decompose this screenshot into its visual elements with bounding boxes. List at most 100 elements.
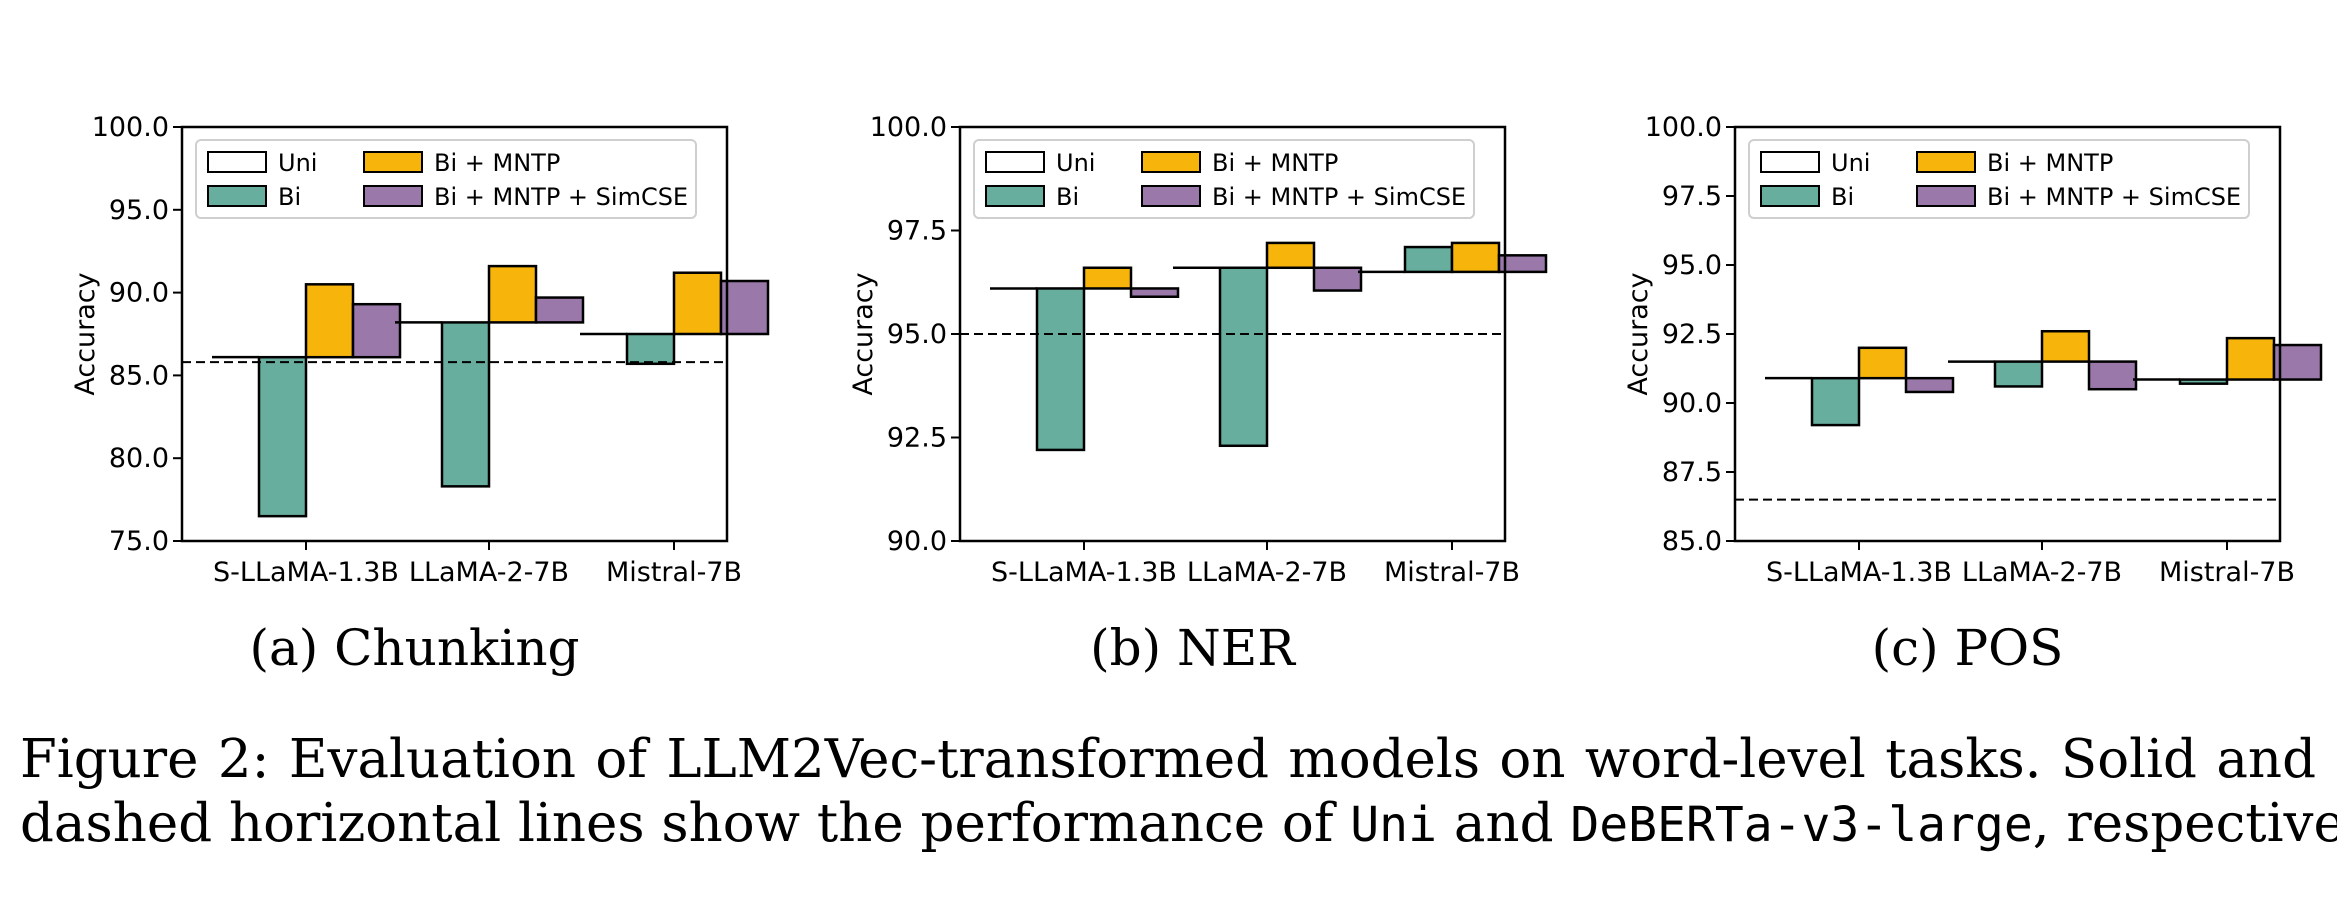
chart-panel-c-pos: 85.0 87.5 90.0 92.5 95.0 97.5 100.0 Accuracy S-L…	[1623, 112, 2323, 677]
caption-line-1: Figure 2: Evaluation of LLM2Vec-transfor…	[20, 729, 2316, 790]
bar-bi-mntp-simcse-mistral-7b	[2272, 343, 2323, 381]
x-tick-label: S-LLaMA-1.3B	[991, 557, 1177, 588]
y-tick-label: 95.0	[887, 319, 947, 350]
legend-swatch-bi	[207, 185, 267, 207]
legend-label-bi-mntp: Bi + MNTP	[434, 149, 560, 177]
y-tick-label: 90.0	[1662, 388, 1722, 419]
bar-bi-mntp-llama-2-7b	[487, 264, 538, 324]
bar-bi-mntp-simcse-mistral-7b	[1497, 254, 1548, 274]
x-tick-label: LLaMA-2-7B	[1962, 557, 2122, 588]
y-tick-label: 97.5	[887, 216, 947, 247]
legend-label-uni: Uni	[1831, 149, 1870, 177]
y-tick-label: 90.0	[109, 278, 169, 309]
legend-swatch-bi-mntp-simcse	[363, 185, 423, 207]
legend-swatch-bi-mntp-simcse	[1141, 185, 1201, 207]
chart-panel-b-ner: 90.0 92.5 95.0 97.5 100.0 Accuracy S-LLaMA-1.3…	[848, 112, 1548, 677]
bar-bi-mntp-simcse-llama-2-7b	[1312, 266, 1363, 292]
legend-label-bi-mntp: Bi + MNTP	[1212, 149, 1338, 177]
bar-bi-mntp-simcse-llama-2-7b	[2087, 360, 2138, 391]
bar-bi-llama-2-7b	[1218, 266, 1269, 448]
bar-bi-mntp-simcse-llama-2-7b	[534, 296, 585, 324]
x-tick-label: Mistral-7B	[606, 557, 742, 588]
bar-bi-mntp-llama-2-7b	[2040, 329, 2091, 363]
legend-label-bi-mntp-simcse: Bi + MNTP + SimCSE	[1987, 183, 2241, 211]
x-tick-label: LLaMA-2-7B	[1187, 557, 1347, 588]
legend-swatch-bi-mntp	[1916, 151, 1976, 173]
legend-swatch-bi	[1760, 185, 1820, 207]
y-tick-label: 75.0	[109, 526, 169, 557]
plot-frame	[958, 125, 1507, 543]
y-tick-label: 97.5	[1662, 181, 1722, 212]
y-tick-label: 92.5	[887, 423, 947, 454]
y-tick-label: 100.0	[1645, 112, 1722, 143]
panel-caption: (a) Chunking	[249, 619, 579, 677]
bar-bi-mntp-llama-2-7b	[1265, 241, 1316, 270]
plot-frame	[1733, 125, 2282, 543]
caption-code-uni: Uni	[1350, 797, 1437, 853]
chart-panel-a-chunking: 75.0 80.0 85.0 90.0 95.0 100.0 Accuracy S-LLaMA…	[70, 112, 770, 677]
legend-swatch-bi-mntp	[1141, 151, 1201, 173]
y-tick-label: 85.0	[109, 360, 169, 391]
bar-bi-mntp-simcse-s-llama-1-3b	[1904, 376, 1955, 394]
legend-label-uni: Uni	[1056, 149, 1095, 177]
y-axis-title: Accuracy	[848, 272, 879, 395]
x-tick-label: Mistral-7B	[1384, 557, 1520, 588]
legend-box	[973, 139, 1475, 219]
y-tick-label: 87.5	[1662, 457, 1722, 488]
legend-box	[195, 139, 697, 219]
caption-line-2: dashed horizontal lines show the perform…	[20, 792, 2337, 857]
y-tick-label: 100.0	[92, 112, 169, 143]
plot-frame	[180, 125, 729, 543]
x-tick-label: Mistral-7B	[2159, 557, 2295, 588]
x-tick-label: S-LLaMA-1.3B	[1766, 557, 1952, 588]
bar-bi-llama-2-7b	[440, 321, 491, 488]
x-tick-label: LLaMA-2-7B	[409, 557, 569, 588]
legend-swatch-bi-mntp	[363, 151, 423, 173]
legend-label-uni: Uni	[278, 149, 317, 177]
caption-code-deberta: DeBERTa-v3-large	[1570, 797, 2033, 853]
bar-bi-mntp-simcse-mistral-7b	[719, 279, 770, 336]
y-tick-label: 95.0	[1662, 250, 1722, 281]
bar-bi-mntp-s-llama-1-3b	[1857, 346, 1908, 380]
bar-bi-mntp-simcse-s-llama-1-3b	[351, 302, 402, 359]
bar-bi-mntp-mistral-7b	[2225, 336, 2276, 381]
y-axis-title: Accuracy	[1623, 272, 1654, 395]
legend-swatch-bi-mntp-simcse	[1916, 185, 1976, 207]
caption-text: , respectively.	[2032, 793, 2337, 854]
bar-bi-mntp-s-llama-1-3b	[1082, 266, 1133, 290]
legend-swatch-uni	[207, 151, 267, 173]
caption-text: and	[1436, 793, 1571, 854]
y-tick-label: 100.0	[870, 112, 947, 143]
y-tick-label: 95.0	[109, 195, 169, 226]
bar-bi-mntp-mistral-7b	[672, 271, 723, 336]
legend-label-bi: Bi	[1056, 183, 1079, 211]
caption-text: dashed horizontal lines show the perform…	[20, 793, 1351, 854]
bar-bi-llama-2-7b	[1993, 360, 2044, 388]
bar-bi-mntp-simcse-s-llama-1-3b	[1129, 287, 1180, 298]
bar-bi-s-llama-1-3b	[1810, 376, 1861, 427]
legend-swatch-bi	[985, 185, 1045, 207]
bar-bi-s-llama-1-3b	[257, 355, 308, 518]
legend-label-bi: Bi	[278, 183, 301, 211]
legend-box	[1748, 139, 2250, 219]
x-tick-label: S-LLaMA-1.3B	[213, 557, 399, 588]
panel-caption: (b) NER	[1090, 619, 1296, 677]
bar-bi-mistral-7b	[1403, 245, 1454, 274]
legend-label-bi-mntp-simcse: Bi + MNTP + SimCSE	[434, 183, 688, 211]
legend-label-bi-mntp-simcse: Bi + MNTP + SimCSE	[1212, 183, 1466, 211]
figure-caption: Figure 2: Evaluation of LLM2Vec-transfor…	[20, 728, 2337, 857]
bar-bi-mntp-mistral-7b	[1450, 241, 1501, 274]
y-axis-title: Accuracy	[70, 272, 101, 395]
panel-caption: (c) POS	[1872, 619, 2064, 677]
y-tick-label: 80.0	[109, 443, 169, 474]
y-tick-label: 90.0	[887, 526, 947, 557]
legend-label-bi: Bi	[1831, 183, 1854, 211]
figure-canvas: 75.0 80.0 85.0 90.0 95.0 100.0 Accuracy S-LLaMA…	[70, 112, 2323, 677]
bar-bi-s-llama-1-3b	[1035, 287, 1086, 452]
legend-swatch-uni	[985, 151, 1045, 173]
y-tick-label: 92.5	[1662, 319, 1722, 350]
legend-label-bi-mntp: Bi + MNTP	[1987, 149, 2113, 177]
bar-bi-mntp-s-llama-1-3b	[304, 283, 355, 359]
legend-swatch-uni	[1760, 151, 1820, 173]
y-tick-label: 85.0	[1662, 526, 1722, 557]
